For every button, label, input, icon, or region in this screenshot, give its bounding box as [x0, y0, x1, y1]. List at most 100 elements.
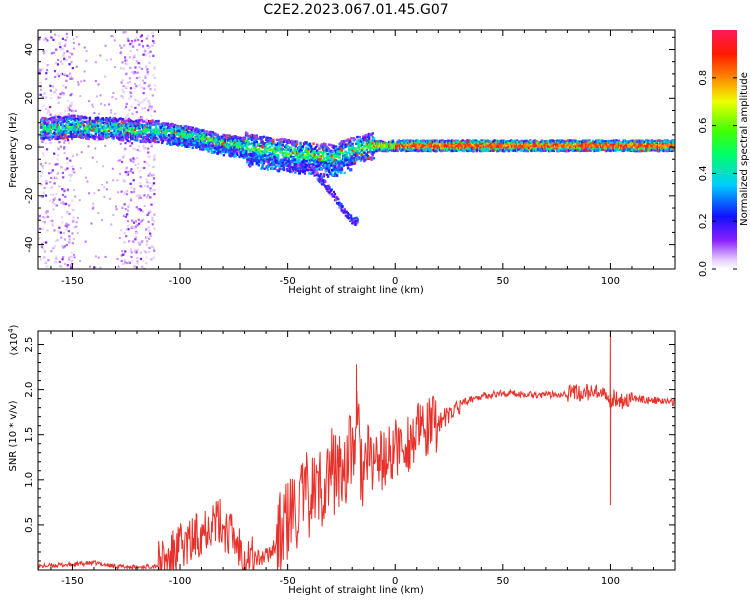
- spectrogram-band-cell: [359, 145, 363, 148]
- spectrogram-noise-cell: [63, 141, 66, 144]
- spectrogram-band-cell: [74, 128, 77, 131]
- spectrogram-band-cell: [191, 126, 195, 130]
- spectrogram-band-cell: [468, 149, 472, 152]
- spectrogram-noise-cell: [71, 53, 74, 56]
- spectrogram-noise-cell: [41, 68, 44, 71]
- spectrogram-band-cell: [125, 135, 128, 138]
- spectrogram-band-cell: [372, 157, 376, 160]
- spectrogram-band-cell: [86, 127, 89, 130]
- spectrogram-noise-cell: [147, 151, 150, 154]
- spectrogram-band-cell: [179, 128, 183, 132]
- spectrogram-band-cell: [310, 146, 313, 149]
- spectrogram-band-cell: [281, 161, 285, 165]
- spectrogram-band-cell: [426, 146, 429, 150]
- spectrogram-band-cell: [134, 132, 138, 135]
- spectrogram-noise-cell: [142, 218, 145, 221]
- spectrogram-band-cell: [260, 138, 263, 141]
- spectrogram-band-cell: [183, 133, 186, 136]
- spectrogram-band-cell: [119, 130, 122, 134]
- spectrogram-band-cell: [272, 138, 275, 142]
- spectrogram-noise-cell: [138, 62, 142, 65]
- spectrogram-noise-cell: [63, 245, 66, 248]
- spectrogram-noise-cell: [140, 185, 144, 188]
- spectrogram-noise-cell: [116, 191, 119, 194]
- spectrogram-band-cell: [178, 131, 182, 134]
- spectrogram-band-cell: [486, 142, 489, 145]
- spectrogram-noise-cell: [139, 257, 143, 261]
- spectrogram-noise-cell: [129, 87, 133, 90]
- spectrogram-noise-cell: [68, 212, 71, 215]
- spectrogram-band-cell: [191, 137, 195, 141]
- spectrogram-band-cell: [414, 143, 417, 146]
- spectrogram-noise-cell: [105, 188, 108, 191]
- spectrogram-noise-cell: [143, 147, 146, 150]
- spectrogram-noise-cell: [134, 39, 137, 42]
- spectrogram-band-cell: [195, 137, 198, 140]
- spectrogram-noise-cell: [139, 176, 142, 179]
- spectrogram-noise-cell: [53, 229, 56, 232]
- spectrogram-noise-cell: [134, 238, 137, 241]
- spectrogram-noise-cell: [146, 68, 149, 71]
- spectrogram-noise-cell: [139, 251, 142, 254]
- spectrogram-band-cell: [72, 135, 75, 138]
- spectrogram-band-cell: [446, 149, 449, 152]
- spectrogram-band-cell: [315, 143, 319, 146]
- spectrogram-noise-cell: [109, 197, 112, 200]
- spectrogram-noise-cell: [42, 38, 46, 41]
- spectrogram-band-cell: [44, 136, 48, 140]
- spectrogram-band-cell: [431, 140, 435, 144]
- spectrogram-band-cell: [260, 158, 263, 161]
- spectrogram-noise-cell: [51, 224, 54, 227]
- spectrogram-band-cell: [365, 139, 369, 142]
- spectrogram-noise-cell: [97, 212, 100, 215]
- spectrogram-noise-cell: [71, 170, 74, 173]
- spectrogram-band-cell: [372, 137, 376, 140]
- spectrogram-noise-cell: [123, 241, 126, 244]
- spectrogram-band-cell: [79, 132, 82, 135]
- spectrogram-band-cell: [47, 121, 50, 124]
- spectrogram-noise-cell: [67, 142, 71, 145]
- spectrogram-noise-cell: [44, 211, 48, 214]
- spectrogram-band-cell: [130, 130, 133, 134]
- spectrogram-noise-cell: [142, 92, 145, 95]
- spectrogram-noise-cell: [147, 164, 150, 167]
- spectrogram-noise-cell: [125, 190, 129, 193]
- spectrogram-band-cell: [65, 123, 68, 126]
- spectrogram-band-cell: [136, 136, 139, 139]
- spectrogram-noise-cell: [68, 238, 71, 241]
- spectrogram-noise-cell: [57, 34, 60, 38]
- spectrogram-noise-cell: [44, 161, 47, 165]
- spectrogram-noise-cell: [69, 159, 72, 162]
- spectrogram-noise-cell: [152, 54, 155, 57]
- spectrogram-band-cell: [338, 146, 341, 149]
- spectrogram-noise-cell: [141, 100, 144, 104]
- spectrogram-band-cell: [62, 136, 66, 140]
- spectrogram-band-cell: [422, 140, 425, 144]
- spectrogram-noise-cell: [143, 250, 146, 253]
- spectrogram-noise-cell: [68, 241, 71, 244]
- spectrogram-noise-cell: [42, 220, 45, 223]
- spectrogram-band-cell: [357, 139, 360, 142]
- spectrogram-noise-cell: [134, 148, 137, 151]
- spectrogram-noise-cell: [151, 223, 154, 226]
- spectrogram-band-cell: [220, 141, 223, 145]
- spectrogram-noise-cell: [139, 101, 142, 104]
- spectrogram-noise-cell: [39, 88, 43, 91]
- spectrogram-band-cell: [117, 119, 120, 122]
- spectrogram-noise-cell: [125, 72, 128, 75]
- spectrogram-band-cell: [289, 153, 293, 156]
- spectrogram-band-cell: [93, 120, 96, 124]
- spectrogram-noise-cell: [42, 247, 45, 250]
- spectrogram-band-cell: [96, 124, 100, 127]
- spectrogram-band-cell: [357, 146, 360, 149]
- spectrogram-band-cell: [269, 140, 273, 144]
- spectrogram-band-cell: [338, 156, 341, 159]
- spectrogram-band-cell: [149, 120, 152, 123]
- spectrogram-noise-cell: [70, 61, 73, 64]
- spectrogram-noise-cell: [117, 159, 120, 162]
- spectrogram-band-cell: [111, 123, 114, 126]
- spectrogram-noise-cell: [47, 259, 50, 262]
- spectrogram-noise-cell: [49, 171, 53, 174]
- spectrogram-noise-cell: [76, 232, 79, 235]
